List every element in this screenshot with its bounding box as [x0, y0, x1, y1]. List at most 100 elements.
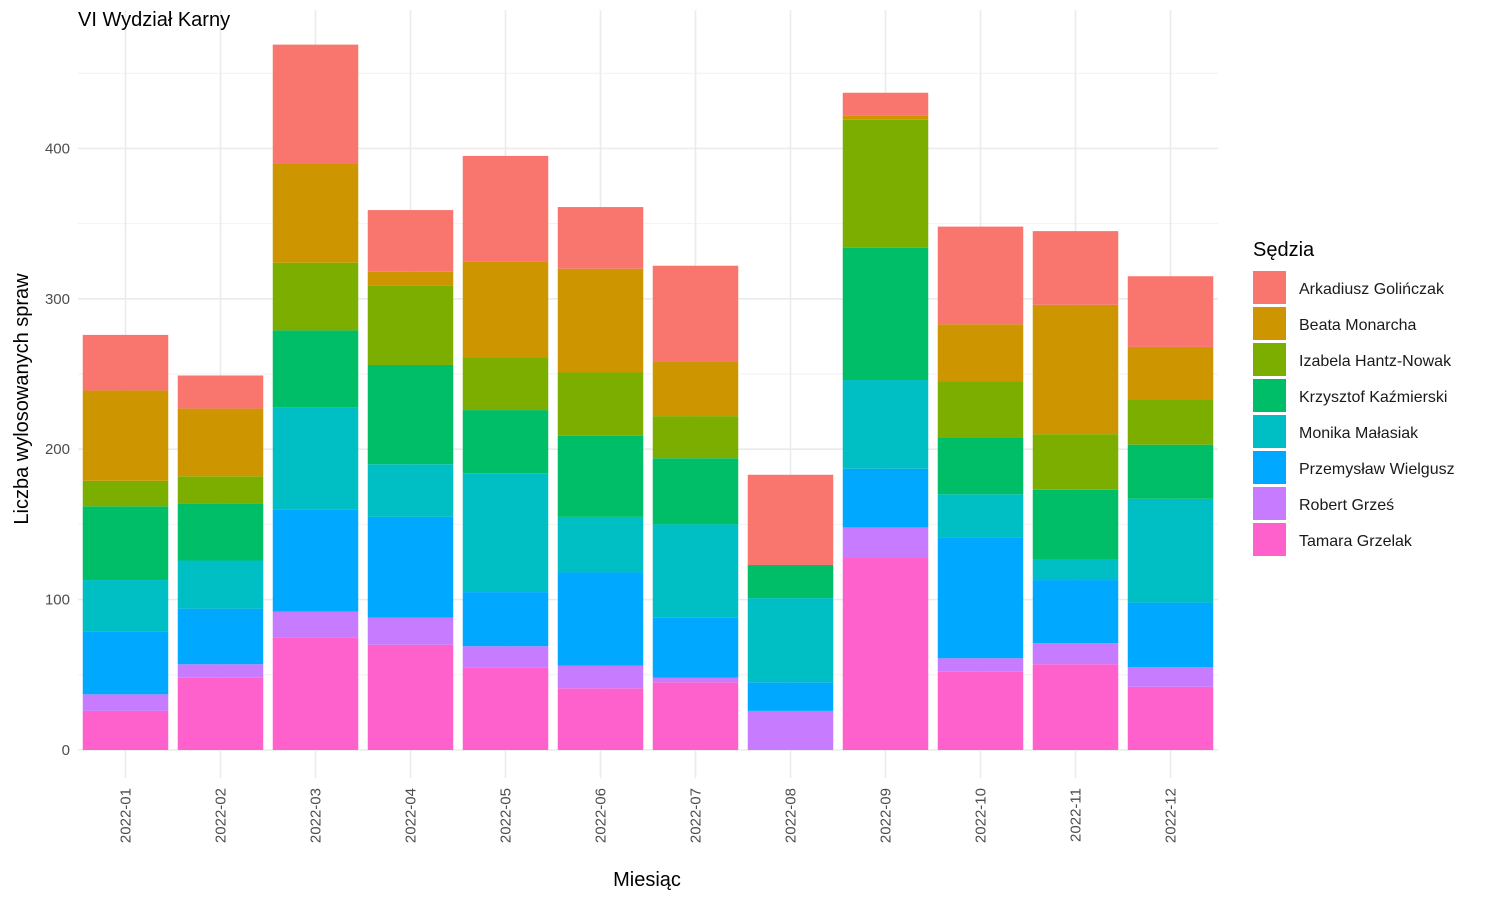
- bar-segment: [462, 646, 549, 668]
- y-axis-ticks: 0 100 200 300 400: [45, 140, 70, 759]
- bar-segment: [177, 560, 264, 609]
- bar-segment: [177, 408, 264, 477]
- bar-segment: [82, 390, 169, 481]
- bar-segment: [937, 658, 1024, 672]
- bar-segment: [272, 163, 359, 263]
- bar-segment: [652, 416, 739, 459]
- x-tick-label: 2022-06: [593, 788, 610, 843]
- bar-segment: [462, 261, 549, 358]
- bar-segment: [82, 631, 169, 695]
- x-tick-label: 2022-11: [1068, 788, 1085, 842]
- bar-segment: [462, 473, 549, 593]
- bar-segment: [937, 226, 1024, 325]
- bar-segment: [1032, 558, 1119, 581]
- bar-segment: [1127, 686, 1214, 750]
- y-tick-label: 400: [45, 140, 70, 157]
- bar-segment: [937, 537, 1024, 659]
- bar-segment: [367, 644, 454, 750]
- bar-segment: [272, 44, 359, 164]
- bar-segment: [937, 494, 1024, 538]
- x-tick-label: 2022-10: [973, 788, 990, 843]
- bar-segment: [652, 682, 739, 750]
- bar-segment: [557, 688, 644, 750]
- x-axis-title: Miesiąc: [613, 869, 681, 891]
- x-tick-label: 2022-05: [498, 788, 515, 843]
- bar-segment: [557, 516, 644, 573]
- bar-segment: [1127, 346, 1214, 400]
- legend-swatch: [1253, 487, 1286, 520]
- bar-segment: [1127, 276, 1214, 347]
- bar-segment: [82, 506, 169, 581]
- y-tick-label: 300: [45, 291, 70, 308]
- legend-swatch: [1253, 379, 1286, 412]
- bar-segment: [177, 476, 264, 504]
- legend-items: Arkadiusz Golińczak Beata Monarcha Izabela…: [1253, 271, 1455, 556]
- bar-segment: [462, 592, 549, 647]
- bar-segment: [1127, 667, 1214, 687]
- bar-segment: [367, 464, 454, 517]
- bar-segment: [177, 677, 264, 750]
- bar-segment: [462, 357, 549, 411]
- y-axis-title: Liczba wylosowanych spraw: [11, 273, 33, 525]
- bar-segment: [842, 527, 929, 558]
- bar-segment: [842, 468, 929, 528]
- bar-segment: [462, 667, 549, 750]
- legend-label: Beata Monarcha: [1299, 317, 1417, 334]
- legend-swatch: [1253, 307, 1286, 340]
- bar-segment: [1032, 580, 1119, 644]
- bar-segment: [557, 268, 644, 373]
- bar-segment: [842, 115, 929, 120]
- bar-segment: [747, 474, 834, 566]
- bar-segment: [367, 210, 454, 272]
- legend-label: Przemysław Wielgusz: [1299, 461, 1455, 478]
- bar-segment: [272, 262, 359, 331]
- bar-segment: [557, 435, 644, 517]
- bar-segment: [747, 598, 834, 683]
- bar-segment: [652, 524, 739, 618]
- bar-segment: [652, 617, 739, 678]
- bar-segment: [82, 580, 169, 632]
- bar-segment: [652, 265, 739, 362]
- chart-title: VI Wydział Karny: [78, 9, 230, 31]
- y-tick-label: 0: [62, 742, 70, 759]
- bar-segment: [82, 694, 169, 711]
- bar-segment: [82, 334, 169, 391]
- bars: [82, 44, 1214, 750]
- y-tick-label: 100: [45, 592, 70, 609]
- legend-title: Sędzia: [1253, 239, 1315, 261]
- bar-segment: [367, 285, 454, 365]
- x-tick-label: 2022-09: [878, 788, 895, 843]
- bar-segment: [557, 665, 644, 689]
- bar-segment: [272, 330, 359, 408]
- bar-segment: [272, 509, 359, 612]
- bar-segment: [177, 664, 264, 678]
- bar-segment: [937, 671, 1024, 750]
- bar-segment: [557, 572, 644, 666]
- x-tick-label: 2022-01: [118, 788, 135, 843]
- bar-segment: [82, 710, 169, 750]
- bar-segment: [177, 375, 264, 409]
- legend-swatch: [1253, 451, 1286, 484]
- legend-label: Robert Grześ: [1299, 497, 1394, 514]
- bar-segment: [1032, 664, 1119, 750]
- bar-segment: [1032, 643, 1119, 665]
- bar-segment: [1127, 399, 1214, 445]
- bar-segment: [1032, 434, 1119, 490]
- bar-segment: [177, 608, 264, 665]
- legend-swatch: [1253, 415, 1286, 448]
- bar-segment: [367, 617, 454, 645]
- bar-segment: [272, 407, 359, 510]
- bar-segment: [82, 480, 169, 507]
- bar-segment: [367, 271, 454, 286]
- bar-segment: [747, 682, 834, 711]
- bar-segment: [652, 677, 739, 683]
- bar-segment: [557, 372, 644, 436]
- x-tick-label: 2022-02: [213, 788, 230, 843]
- bar-segment: [272, 611, 359, 638]
- legend-label: Monika Małasiak: [1299, 425, 1419, 442]
- bar-segment: [367, 516, 454, 618]
- bar-segment: [462, 410, 549, 474]
- bar-segment: [1127, 444, 1214, 499]
- bar-segment: [937, 324, 1024, 382]
- legend-label: Tamara Grzelak: [1299, 533, 1413, 550]
